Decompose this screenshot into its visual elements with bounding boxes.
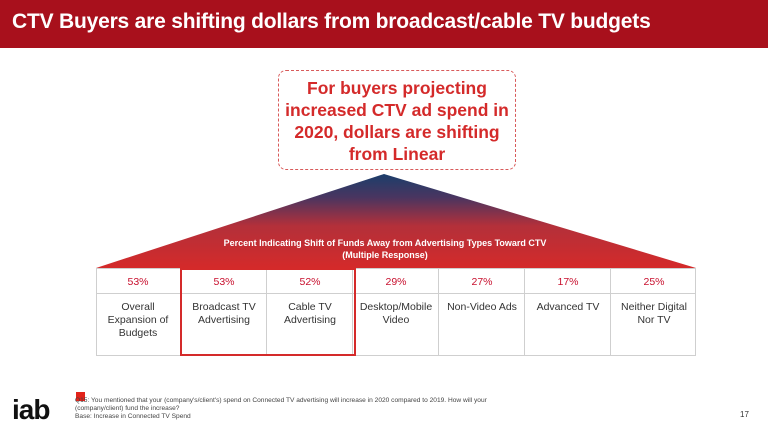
category-label-line: Broadcast TV xyxy=(192,301,256,313)
footnote-line: (company/client) fund the increase? xyxy=(75,405,180,412)
value-label: 52% xyxy=(299,276,321,288)
table-column: 52% Cable TV Advertising xyxy=(266,268,353,356)
value-label: 53% xyxy=(213,276,235,288)
value-label: 25% xyxy=(643,276,665,288)
category-label: Neither Digital Nor TV xyxy=(611,301,697,327)
category-label-line: Overall xyxy=(121,301,155,313)
table-column: 17% Advanced TV xyxy=(524,268,611,356)
logo-dot xyxy=(76,392,85,401)
category-label-line: Budgets xyxy=(118,327,158,339)
category-label-line: Non-Video Ads xyxy=(447,301,517,313)
table-frame xyxy=(96,268,696,356)
category-label-line: Cable TV xyxy=(288,301,332,313)
chart-title-block: Percent Indicating Shift of Funds Away f… xyxy=(150,237,620,261)
table-divider xyxy=(96,293,696,294)
table-column: 25% Neither Digital Nor TV xyxy=(610,268,697,356)
category-label: Desktop/Mobile Video xyxy=(353,301,439,327)
footnote-line: Q15: You mentioned that your (company's/… xyxy=(75,397,487,404)
category-label: Non-Video Ads xyxy=(439,301,525,314)
chart-title: Percent Indicating Shift of Funds Away f… xyxy=(223,238,547,248)
category-label: Cable TV Advertising xyxy=(267,301,353,327)
category-label: Advanced TV xyxy=(525,301,611,314)
callout-box: For buyers projecting increased CTV ad s… xyxy=(278,70,516,170)
table-column: 29% Desktop/Mobile Video xyxy=(352,268,439,356)
category-label: Broadcast TV Advertising xyxy=(181,301,267,327)
category-label-line: Advanced TV xyxy=(536,301,600,313)
category-label-line: Neither Digital xyxy=(621,301,687,313)
callout-line: 2020, dollars are shifting xyxy=(294,122,500,142)
iab-logo: iab xyxy=(12,394,50,425)
category-label-line: Advertising xyxy=(284,314,336,326)
callout-line: For buyers projecting xyxy=(307,78,487,98)
table-column: 27% Non-Video Ads xyxy=(438,268,525,356)
callout-line: increased CTV ad spend in xyxy=(285,100,509,120)
value-label: 53% xyxy=(127,276,149,288)
header-bar: CTV Buyers are shifting dollars from bro… xyxy=(0,0,768,48)
value-label: 29% xyxy=(385,276,407,288)
table-column: 53% Broadcast TV Advertising xyxy=(180,268,267,356)
chart-subtitle: (Multiple Response) xyxy=(342,250,428,260)
footnote: Q15: You mentioned that your (company's/… xyxy=(75,397,545,421)
value-label: 17% xyxy=(557,276,579,288)
category-label-line: Desktop/Mobile xyxy=(359,301,433,313)
table-column: 53% Overall Expansion of Budgets xyxy=(96,268,180,356)
category-label-line: Expansion of xyxy=(107,314,169,326)
value-label: 27% xyxy=(471,276,493,288)
pyramid-shape xyxy=(96,174,696,268)
page-title: CTV Buyers are shifting dollars from bro… xyxy=(12,10,651,33)
callout-text: For buyers projecting increased CTV ad s… xyxy=(279,77,515,165)
category-label-line: Nor TV xyxy=(637,314,671,326)
footnote-line: Base: Increase in Connected TV Spend xyxy=(75,413,191,420)
category-label-line: Video xyxy=(382,314,410,326)
data-table: 53% Overall Expansion of Budgets 53% Broadcas… xyxy=(96,268,696,356)
category-label: Overall Expansion of Budgets xyxy=(96,301,180,340)
callout-line: from Linear xyxy=(348,144,446,164)
page-number: 17 xyxy=(740,410,749,419)
highlight-box xyxy=(180,268,356,356)
category-label-line: Advertising xyxy=(198,314,250,326)
